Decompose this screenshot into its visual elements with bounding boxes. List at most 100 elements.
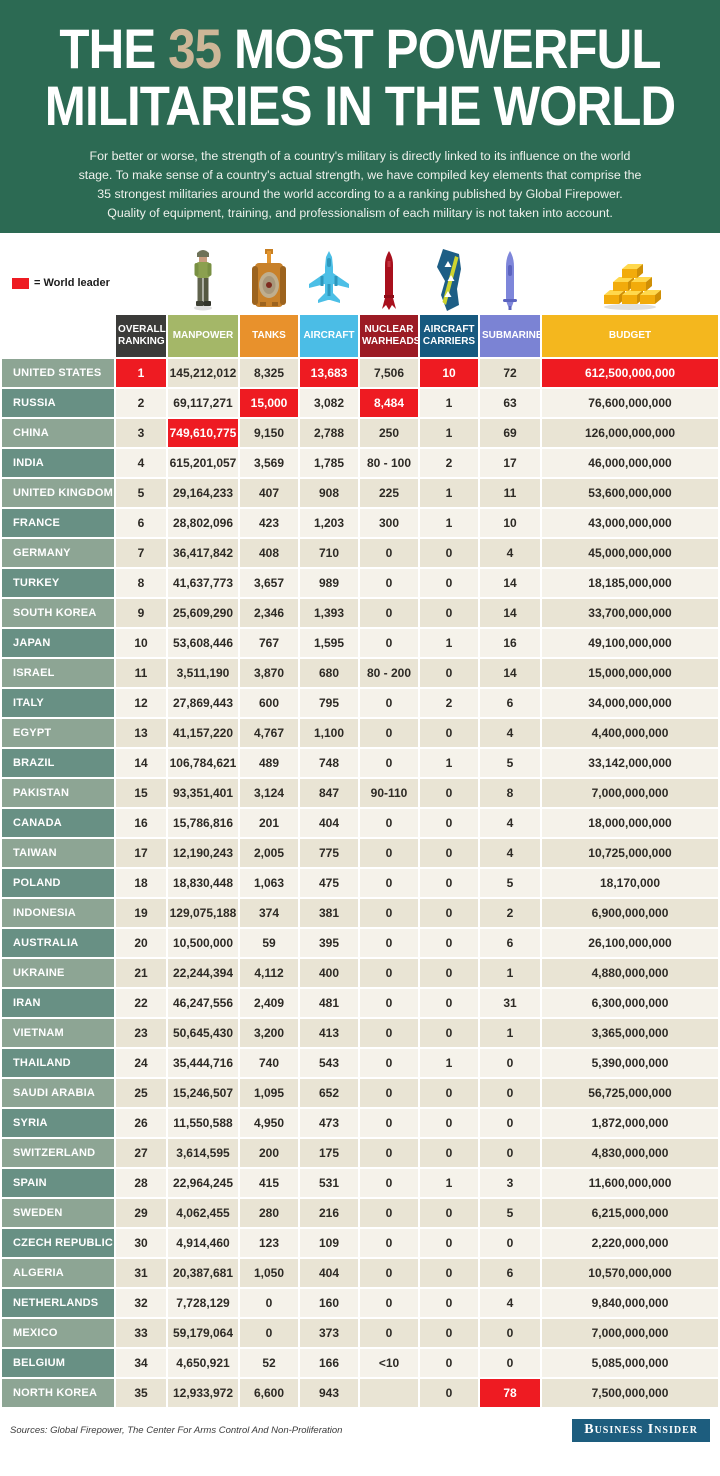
- cell-aircraft: 908: [300, 479, 358, 507]
- cell-aircraft: 775: [300, 839, 358, 867]
- cell-nuclear: <10: [360, 1349, 418, 1377]
- table-row: BRAZIL 14 106,784,621 489 748 0 1 5 33,142,000,0…: [2, 749, 718, 777]
- cell-carriers: 0: [420, 719, 478, 747]
- cell-aircraft: 404: [300, 1259, 358, 1287]
- country-cell: EGYPT: [2, 719, 114, 747]
- country-cell: INDIA: [2, 449, 114, 477]
- table-row: UNITED STATES 1 145,212,012 8,325 13,683 7,50…: [2, 359, 718, 387]
- icon-cell-empty: [116, 237, 166, 311]
- cell-aircraft-world-leader: 13,683: [300, 359, 358, 387]
- cell-tanks: 407: [240, 479, 298, 507]
- cell-budget: 33,142,000,000: [542, 749, 718, 777]
- cell-carriers: 0: [420, 599, 478, 627]
- cell-aircraft: 652: [300, 1079, 358, 1107]
- cell-submarines: 14: [480, 659, 540, 687]
- cell-tanks: 9,150: [240, 419, 298, 447]
- cell-tanks: 8,325: [240, 359, 298, 387]
- cell-aircraft: 413: [300, 1019, 358, 1047]
- icon-cell-carriers: [420, 237, 478, 311]
- country-cell: SWITZERLAND: [2, 1139, 114, 1167]
- cell-carriers: 1: [420, 1169, 478, 1197]
- cell-tanks: 2,346: [240, 599, 298, 627]
- cell-nuclear: 7,506: [360, 359, 418, 387]
- cell-nuclear: 0: [360, 539, 418, 567]
- cell-aircraft: 473: [300, 1109, 358, 1137]
- cell-carriers: 0: [420, 539, 478, 567]
- country-cell: CANADA: [2, 809, 114, 837]
- cell-manpower: 7,728,129: [168, 1289, 238, 1317]
- cell-tanks: 423: [240, 509, 298, 537]
- cell-aircraft: 475: [300, 869, 358, 897]
- cell-budget: 11,600,000,000: [542, 1169, 718, 1197]
- table-row: THAILAND 24 35,444,716 740 543 0 1 0 5,390,000,0…: [2, 1049, 718, 1077]
- cell-ranking: 9: [116, 599, 166, 627]
- cell-carriers: 0: [420, 779, 478, 807]
- cell-budget: 49,100,000,000: [542, 629, 718, 657]
- cell-budget: 6,300,000,000: [542, 989, 718, 1017]
- country-cell: TAIWAN: [2, 839, 114, 867]
- icon-cell-budget: [542, 237, 718, 311]
- cell-submarines-world-leader: 78: [480, 1379, 540, 1407]
- cell-ranking: 30: [116, 1229, 166, 1257]
- cell-manpower: 46,247,556: [168, 989, 238, 1017]
- cell-carriers: 0: [420, 1289, 478, 1317]
- cell-carriers: 0: [420, 1379, 478, 1407]
- cell-ranking: 13: [116, 719, 166, 747]
- cell-carriers: 0: [420, 1019, 478, 1047]
- cell-budget: 45,000,000,000: [542, 539, 718, 567]
- page-title-line2: MILITARIES IN THE WORLD: [44, 74, 676, 138]
- cell-ranking: 11: [116, 659, 166, 687]
- cell-manpower: 93,351,401: [168, 779, 238, 807]
- table-row: AUSTRALIA 20 10,500,000 59 395 0 0 6 26,100,000,…: [2, 929, 718, 957]
- cell-submarines: 16: [480, 629, 540, 657]
- cell-carriers: 0: [420, 1229, 478, 1257]
- cell-tanks: 489: [240, 749, 298, 777]
- cell-manpower: 27,869,443: [168, 689, 238, 717]
- column-header-manpower: MANPOWER: [168, 315, 238, 357]
- table-row: PAKISTAN 15 93,351,401 3,124 847 90-110 0 8 7,00…: [2, 779, 718, 807]
- cell-manpower: 3,614,595: [168, 1139, 238, 1167]
- cell-ranking: 22: [116, 989, 166, 1017]
- cell-tanks: 740: [240, 1049, 298, 1077]
- cell-ranking: 33: [116, 1319, 166, 1347]
- cell-manpower: 12,933,972: [168, 1379, 238, 1407]
- cell-tanks: 408: [240, 539, 298, 567]
- table-header-row: COUNTRY OVERALL RANKING MANPOWER TANKS AIRC…: [2, 315, 718, 357]
- cell-carriers: 0: [420, 899, 478, 927]
- cell-submarines: 1: [480, 1019, 540, 1047]
- table-row: TURKEY 8 41,637,773 3,657 989 0 0 14 18,185,000,…: [2, 569, 718, 597]
- cell-submarines: 2: [480, 899, 540, 927]
- cell-tanks: 3,124: [240, 779, 298, 807]
- column-header-aircraft: AIRCRAFT: [300, 315, 358, 357]
- cell-submarines: 11: [480, 479, 540, 507]
- soldier-icon: [194, 250, 212, 311]
- table-row: CHINA 3 749,610,775 9,150 2,788 250 1 69 126,000…: [2, 419, 718, 447]
- cell-ranking: 15: [116, 779, 166, 807]
- world-leader-legend: = World leader: [2, 277, 114, 289]
- country-cell: BELGIUM: [2, 1349, 114, 1377]
- cell-tanks: 2,005: [240, 839, 298, 867]
- cell-carriers: 1: [420, 419, 478, 447]
- cell-budget: 5,390,000,000: [542, 1049, 718, 1077]
- cell-carriers: 1: [420, 479, 478, 507]
- cell-tanks: 3,569: [240, 449, 298, 477]
- country-cell: THAILAND: [2, 1049, 114, 1077]
- cell-budget: 10,725,000,000: [542, 839, 718, 867]
- cell-manpower: 25,609,290: [168, 599, 238, 627]
- cell-budget: 18,185,000,000: [542, 569, 718, 597]
- cell-tanks: 3,657: [240, 569, 298, 597]
- cell-aircraft: 400: [300, 959, 358, 987]
- cell-aircraft: 943: [300, 1379, 358, 1407]
- cell-aircraft: 216: [300, 1199, 358, 1227]
- cell-manpower: 20,387,681: [168, 1259, 238, 1287]
- cell-ranking: 16: [116, 809, 166, 837]
- cell-aircraft: 531: [300, 1169, 358, 1197]
- cell-manpower: 106,784,621: [168, 749, 238, 777]
- cell-submarines: 14: [480, 569, 540, 597]
- cell-nuclear: 250: [360, 419, 418, 447]
- table-row: MEXICO 33 59,179,064 0 373 0 0 0 7,000,000,000: [2, 1319, 718, 1347]
- country-cell: GERMANY: [2, 539, 114, 567]
- cell-submarines: 1: [480, 959, 540, 987]
- cell-nuclear: 0: [360, 1319, 418, 1347]
- cell-tanks: 1,063: [240, 869, 298, 897]
